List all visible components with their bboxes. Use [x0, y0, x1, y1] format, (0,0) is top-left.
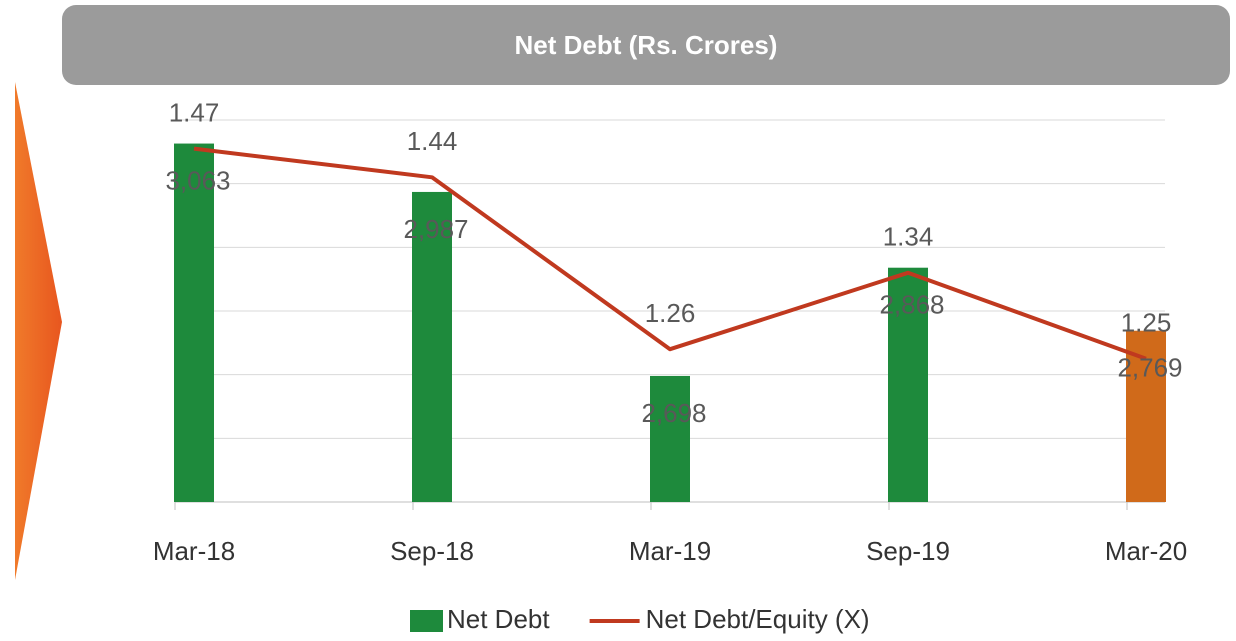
data-label: 2,868 — [879, 290, 944, 320]
legend-label: Net Debt — [447, 604, 550, 634]
data-label: 2,987 — [403, 214, 468, 244]
data-label: 1.47 — [169, 98, 220, 128]
x-tick-label: Sep-18 — [390, 536, 474, 566]
data-label: 2,769 — [1117, 353, 1182, 383]
legend-label: Net Debt/Equity (X) — [646, 604, 870, 634]
bar — [650, 375, 690, 502]
data-label: 3,063 — [165, 165, 230, 195]
data-label: 1.44 — [407, 126, 458, 156]
data-label: 2,698 — [641, 398, 706, 428]
x-tick-label: Mar-19 — [629, 536, 711, 566]
title-box — [62, 5, 1230, 85]
data-label: 1.26 — [645, 298, 696, 328]
data-label: 1.25 — [1121, 308, 1172, 338]
bar — [888, 267, 928, 502]
x-tick-label: Mar-18 — [153, 536, 235, 566]
side-arrow — [15, 82, 62, 580]
x-tick-label: Sep-19 — [866, 536, 950, 566]
line — [193, 146, 1147, 361]
legend-swatch — [410, 610, 443, 632]
x-tick-label: Mar-20 — [1105, 536, 1187, 566]
bar — [1126, 330, 1166, 502]
bar — [412, 191, 452, 502]
data-label: 1.34 — [883, 222, 934, 252]
chart-title: Net Debt (Rs. Crores) — [515, 30, 778, 60]
bar — [174, 143, 214, 502]
